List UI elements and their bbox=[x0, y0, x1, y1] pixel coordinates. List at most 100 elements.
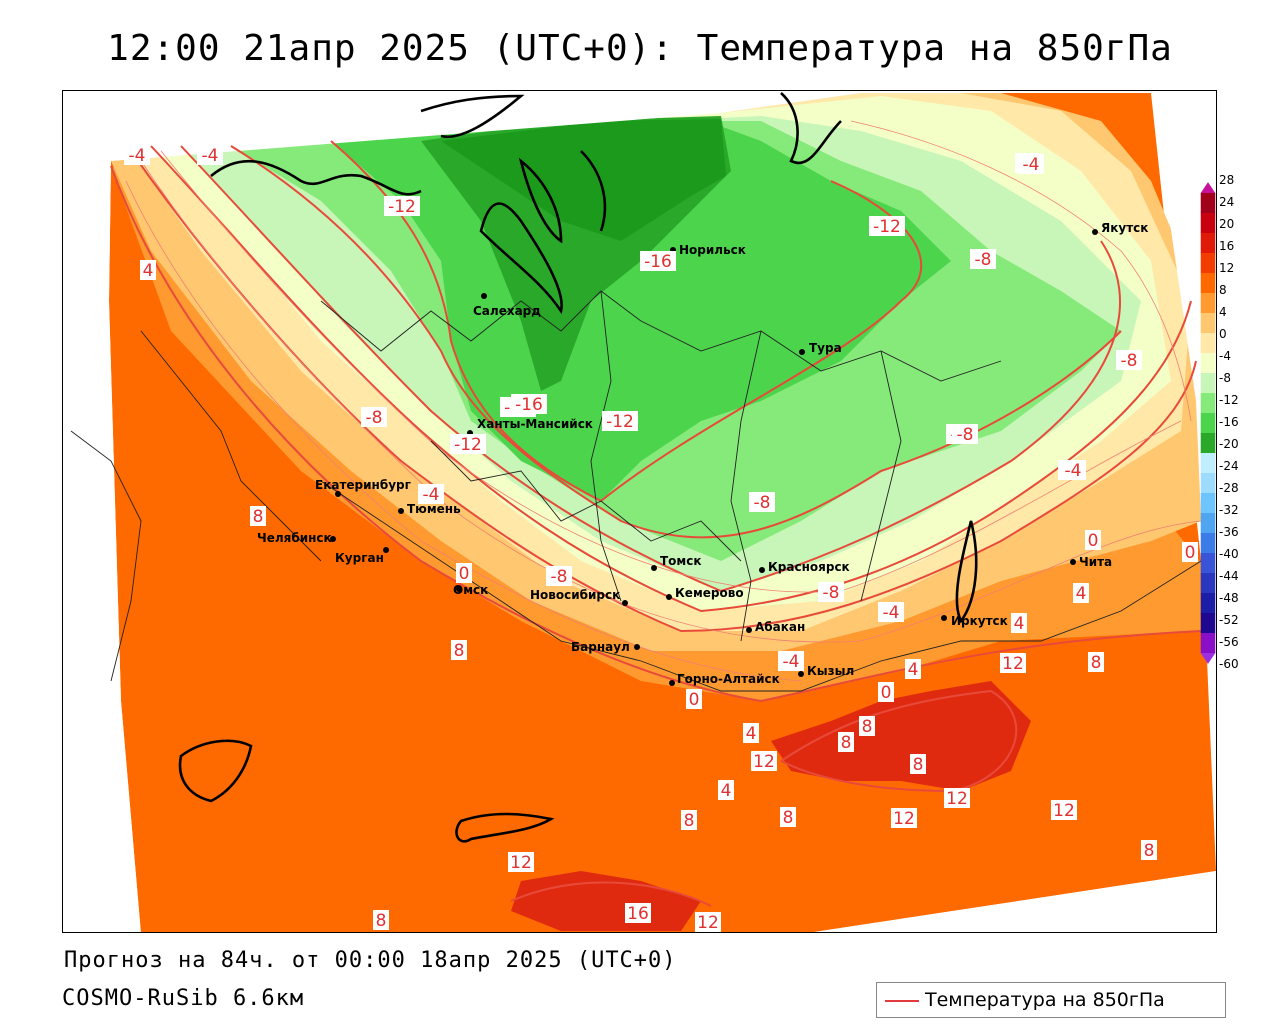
isotherm-label-bg bbox=[878, 682, 894, 702]
isotherm-label-bg bbox=[1051, 800, 1077, 820]
isotherm-label-bg bbox=[751, 751, 777, 771]
isotherm-label: 12 bbox=[697, 913, 719, 933]
colorbar-tick-label: 4 bbox=[1219, 305, 1227, 319]
thin-isotherms bbox=[125, 120, 1202, 682]
isotherm-label-bg bbox=[602, 411, 638, 431]
colorbar-tick-label: -12 bbox=[1219, 393, 1239, 407]
colorbar-tick-label: -16 bbox=[1219, 415, 1239, 429]
city-tura: Тура bbox=[809, 341, 842, 355]
isotherm-label-bg bbox=[859, 716, 875, 736]
colorbar-tick-label: 16 bbox=[1219, 239, 1235, 253]
isotherm-label: -8 bbox=[823, 583, 840, 603]
forecast-caption: Прогноз на 84ч. от 00:00 18апр 2025 (UTC… bbox=[64, 948, 677, 973]
isotherm-label: 8 bbox=[376, 911, 387, 931]
colorbar-swatch bbox=[1200, 333, 1216, 354]
isotherm-label: -4 bbox=[1065, 461, 1082, 481]
isotherm-label: -4 bbox=[129, 146, 146, 166]
isotherm-label-bg bbox=[450, 434, 486, 454]
isotherm-label: 12 bbox=[946, 789, 968, 809]
city-chita: Чита bbox=[1079, 555, 1112, 569]
isotherm-label: 0 bbox=[459, 564, 470, 584]
isotherm-label: 12 bbox=[1002, 654, 1024, 674]
isotherm-label: 8 bbox=[913, 755, 924, 775]
isotherm-label: 12 bbox=[893, 809, 915, 829]
isotherm-label-bg bbox=[546, 566, 572, 586]
isotherm-label: 0 bbox=[881, 683, 892, 703]
city-irkutsk: Иркутск bbox=[951, 614, 1008, 628]
isotherm-label: 4 bbox=[1014, 614, 1025, 634]
isotherm-label-bg bbox=[869, 216, 905, 236]
isotherm-label-bg bbox=[197, 145, 223, 165]
colorbar-swatch bbox=[1200, 633, 1216, 654]
colorbar-swatch bbox=[1200, 433, 1216, 454]
colorbar-tick-label: 28 bbox=[1219, 173, 1235, 187]
isotherm-label: 0 bbox=[1088, 531, 1099, 551]
isotherm-label: -8 bbox=[754, 493, 771, 513]
isotherm-label: 4 bbox=[721, 781, 732, 801]
colorbar-tick-label: -4 bbox=[1219, 349, 1231, 363]
isotherm-label: 12 bbox=[1053, 801, 1075, 821]
isotherm-label: -4 bbox=[783, 652, 800, 672]
colorbar-swatch bbox=[1200, 353, 1216, 374]
isotherm-label: -12 bbox=[388, 197, 416, 217]
city-chelyabinsk: Челябинск bbox=[257, 531, 332, 545]
isotherm-label: 8 bbox=[1091, 653, 1102, 673]
colorbar-swatch bbox=[1200, 453, 1216, 474]
isotherm-label: -8 bbox=[1121, 351, 1138, 371]
isotherm-label-bg bbox=[1088, 652, 1104, 672]
colorbar-tick-label: -56 bbox=[1219, 635, 1239, 649]
isotherm-label-bg bbox=[1182, 542, 1198, 562]
isotherm-label-bg bbox=[456, 563, 472, 583]
model-caption: COSMO-RuSib 6.6км bbox=[62, 986, 305, 1011]
colorbar-swatch bbox=[1200, 593, 1216, 614]
colorbar-swatch bbox=[1200, 513, 1216, 534]
isotherm-label-bg bbox=[508, 852, 534, 872]
colorbar-tick-label: -48 bbox=[1219, 591, 1239, 605]
isotherm-label-bg bbox=[1060, 460, 1086, 480]
isotherm-label: 8 bbox=[454, 641, 465, 661]
isotherm-label-bg bbox=[718, 780, 734, 800]
colorbar-bottom-arrow bbox=[1200, 653, 1216, 664]
colorbar-swatch bbox=[1200, 533, 1216, 554]
city-gorno-altaysk: Горно-Алтайск bbox=[677, 672, 780, 686]
city-abakan: Абакан bbox=[755, 620, 805, 634]
isotherm-label-bg bbox=[124, 145, 150, 165]
colorbar-top-arrow bbox=[1200, 182, 1216, 193]
isotherm-label-bg bbox=[944, 788, 970, 808]
isotherm-labels: -4-4-124-4-12-8-16-16-12-8-8-16-12-12-8-… bbox=[124, 145, 1198, 933]
core-cold bbox=[441, 119, 726, 241]
isotherm-label-bg bbox=[818, 582, 844, 602]
isotherm-label-bg bbox=[250, 506, 266, 526]
colorbar-swatch bbox=[1200, 213, 1216, 234]
city-barnaul: Барнаул bbox=[571, 640, 630, 654]
colorbar-swatch bbox=[1200, 553, 1216, 574]
isotherm-label: -4 bbox=[202, 146, 219, 166]
colorbar-tick-label: -20 bbox=[1219, 437, 1239, 451]
isotherm-label: -4 bbox=[1023, 155, 1040, 175]
isotherm-label-bg bbox=[625, 903, 651, 923]
city-kemerovo: Кемерово bbox=[675, 586, 744, 600]
colorbar-tick-label: -36 bbox=[1219, 525, 1239, 539]
isotherm-label: 4 bbox=[143, 261, 154, 281]
isotherm-label-bg bbox=[780, 807, 796, 827]
isotherm-label: -4 bbox=[883, 603, 900, 623]
legend-label: Температура на 850гПа bbox=[925, 989, 1165, 1011]
isotherm-label-bg bbox=[1141, 840, 1157, 860]
isotherm-label-bg bbox=[384, 196, 420, 216]
colorbar-swatch bbox=[1200, 573, 1216, 594]
isotherm-label-bg bbox=[952, 424, 978, 444]
isotherm-label: -8 bbox=[551, 567, 568, 587]
isotherm-label-bg bbox=[451, 640, 467, 660]
isotherm-label-bg bbox=[686, 689, 702, 709]
isotherm-label-bg bbox=[695, 912, 721, 932]
colorbar-swatch bbox=[1200, 613, 1216, 634]
city-omsk: Омск bbox=[453, 583, 488, 597]
isotherm-label-bg bbox=[681, 810, 697, 830]
isotherm-label: 8 bbox=[253, 507, 264, 527]
isotherm-label-bg bbox=[1018, 154, 1044, 174]
city-kurgan: Курган bbox=[335, 551, 384, 565]
isotherm-label: -4 bbox=[423, 485, 440, 505]
colorbar-tick-label: 8 bbox=[1219, 283, 1227, 297]
isotherm-label: 8 bbox=[841, 733, 852, 753]
isotherm-label-bg bbox=[511, 394, 547, 414]
